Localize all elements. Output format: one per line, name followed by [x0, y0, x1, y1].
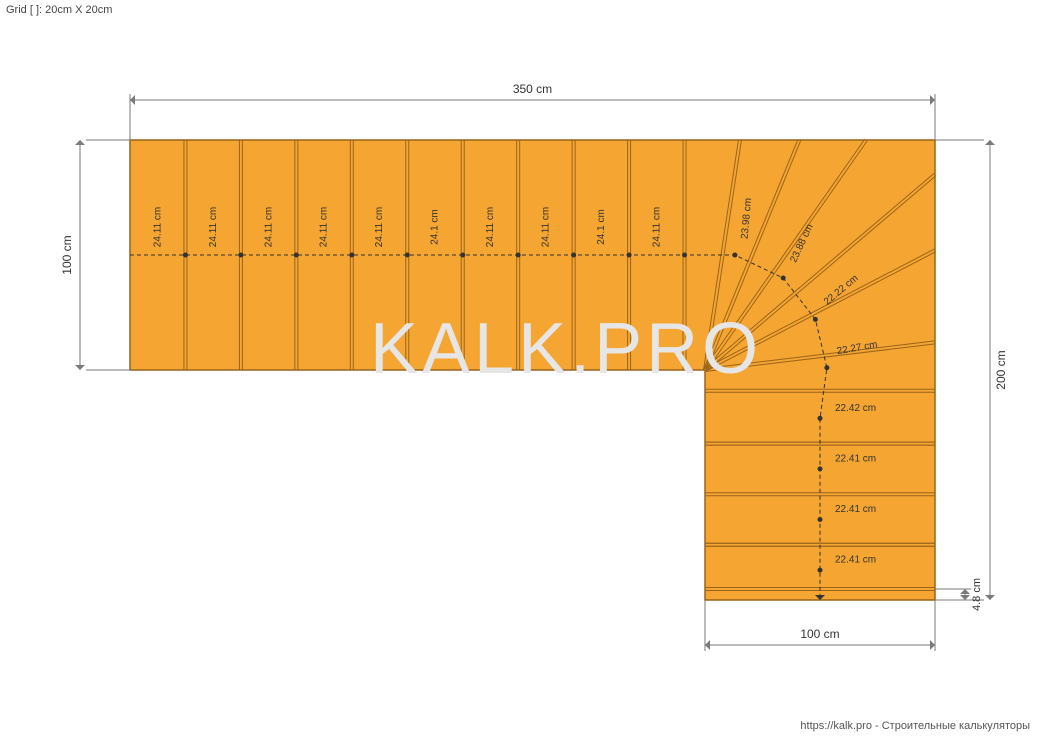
- stair-outline: [130, 140, 935, 600]
- svg-text:22.42 cm: 22.42 cm: [835, 403, 876, 414]
- svg-text:24.11 cm: 24.11 cm: [263, 207, 274, 247]
- svg-text:24.11 cm: 24.11 cm: [541, 207, 552, 247]
- svg-text:24.1 cm: 24.1 cm: [596, 209, 607, 245]
- svg-text:22.41 cm: 22.41 cm: [835, 454, 876, 465]
- diagram-canvas: Grid [ ]: 20cm X 20cm KALK.PRO 24.11 cm2…: [0, 0, 1040, 738]
- svg-text:350 cm: 350 cm: [513, 82, 552, 96]
- svg-text:24.1 cm: 24.1 cm: [430, 209, 441, 245]
- footer-text: https://kalk.pro - Строительные калькуля…: [800, 720, 1030, 732]
- svg-text:100 cm: 100 cm: [800, 627, 839, 641]
- svg-text:24.11 cm: 24.11 cm: [651, 207, 662, 247]
- svg-text:24.11 cm: 24.11 cm: [208, 207, 219, 247]
- svg-text:24.11 cm: 24.11 cm: [319, 207, 330, 247]
- svg-text:24.11 cm: 24.11 cm: [374, 207, 385, 247]
- svg-text:4.8 cm: 4.8 cm: [971, 578, 983, 611]
- grid-label: Grid [ ]: 20cm X 20cm: [6, 4, 112, 16]
- svg-text:22.41 cm: 22.41 cm: [835, 555, 876, 566]
- svg-text:24.11 cm: 24.11 cm: [152, 207, 163, 247]
- svg-text:24.11 cm: 24.11 cm: [485, 207, 496, 247]
- svg-text:200 cm: 200 cm: [994, 350, 1008, 389]
- staircase-svg: 24.11 cm 24.11 cm 24.11 cm 24.11 cm 24.11 cm…: [0, 0, 1040, 738]
- svg-text:22.41 cm: 22.41 cm: [835, 504, 876, 515]
- svg-text:100 cm: 100 cm: [60, 235, 74, 274]
